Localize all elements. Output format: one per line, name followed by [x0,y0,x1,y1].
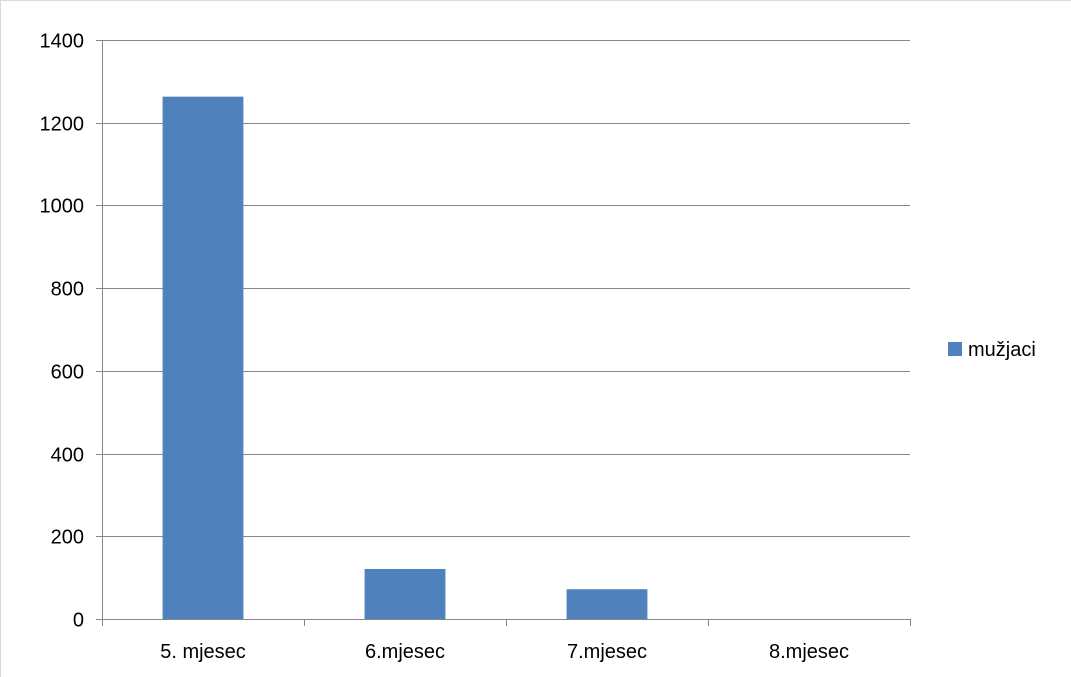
y-tick-label: 1200 [40,114,85,136]
y-tick-label: 0 [73,610,84,632]
bar-7-mjesec [566,589,648,619]
x-tick-label: 7.mjesec [567,641,647,663]
bars [162,96,648,619]
bar-5-mjesec [162,96,244,619]
x-tick-labels: 5. mjesec 6.mjesec 7.mjesec 8.mjesec [160,641,849,663]
y-tick-label: 1000 [40,196,85,218]
x-tick-label: 8.mjesec [769,641,849,663]
legend: mužjaci [948,339,1036,361]
y-tick-label: 600 [51,362,84,384]
y-tick-label: 1400 [40,31,85,53]
y-tick-label: 400 [51,445,84,467]
legend-swatch [948,342,962,356]
x-tick-label: 5. mjesec [160,641,246,663]
gridlines [102,40,910,537]
y-tick-label: 800 [51,279,84,301]
y-tick-label: 200 [51,527,84,549]
y-tick-labels: 0 200 400 600 800 1000 1200 1400 [40,31,85,632]
bar-6-mjesec [364,568,446,619]
legend-label: mužjaci [968,339,1036,361]
x-tick-label: 6.mjesec [365,641,445,663]
axes [96,40,911,626]
